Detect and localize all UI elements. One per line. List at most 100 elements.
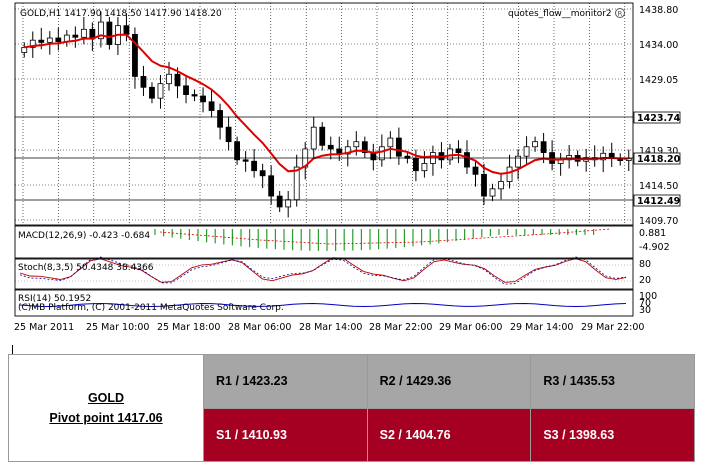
candle-body: [344, 146, 351, 155]
candle-body: [506, 166, 513, 182]
s2-cell: S2 / 1404.76: [366, 407, 532, 462]
candle-body: [55, 37, 62, 43]
candle-body: [378, 146, 385, 161]
candle-body: [183, 85, 189, 95]
candle-body: [225, 126, 232, 143]
candle-body: [157, 83, 164, 99]
s3-cell: S3 / 1398.63: [530, 407, 695, 462]
rsi-tick: 70: [639, 298, 651, 309]
candle-body: [21, 47, 28, 53]
time-label: 28 Mar 14:00: [299, 322, 362, 333]
candle-body: [191, 94, 198, 97]
candle-body: [353, 141, 360, 148]
time-label: 28 Mar 22:00: [369, 322, 432, 333]
text-cursor: [12, 345, 13, 357]
candle-body: [455, 148, 462, 153]
candle-body: [29, 39, 36, 48]
candle-body: [310, 126, 317, 150]
support-row: S1 / 1410.93 S2 / 1404.76 S3 / 1398.63: [9, 407, 695, 462]
r3-cell: R3 / 1435.53: [530, 354, 695, 409]
time-label: 25 Mar 18:00: [157, 322, 220, 333]
price-tick: 1429.05: [639, 75, 678, 86]
upper-level-label: 1423.74: [637, 113, 681, 124]
candle-body: [327, 144, 334, 150]
stoch-signal-line: [19, 256, 627, 285]
price-tick: 1434.00: [639, 40, 678, 51]
r2-cell: R2 / 1429.36: [366, 354, 532, 409]
candle-body: [472, 166, 479, 175]
time-label: 25 Mar 2011: [14, 322, 74, 333]
current-price-box: [633, 152, 681, 165]
candle-body: [600, 152, 607, 161]
candle-body: [498, 181, 504, 190]
candle-body: [293, 166, 300, 201]
pane-frame: [14, 258, 634, 290]
candle-body: [217, 110, 223, 128]
pivot-point: Pivot point 1417.06: [49, 411, 163, 425]
resistance-row: GOLD Pivot point 1417.06 R1 / 1423.23 R2…: [8, 354, 695, 462]
lower-level-label: 1412.49: [637, 196, 680, 207]
candle-body: [174, 73, 181, 87]
candle-body: [464, 152, 470, 168]
price-tick: 1414.50: [639, 181, 678, 192]
candle-body: [540, 141, 547, 153]
candle-body: [242, 159, 249, 162]
rsi-label: RSI(14) 50.1952: [18, 294, 91, 304]
candle-body: [234, 141, 241, 161]
candle-body: [268, 175, 275, 197]
lower-level-box: [633, 194, 681, 207]
price-chart[interactable]: GOLD,H1 1417.90 1418.50 1417.90 1418.20 …: [0, 0, 703, 345]
stoch-main-line: [19, 257, 627, 283]
time-label: 29 Mar 22:00: [581, 322, 644, 333]
asset-cell: GOLD Pivot point 1417.06: [8, 354, 204, 462]
candle-body: [276, 195, 283, 208]
candle-body: [200, 95, 206, 103]
settings-icon[interactable]: R: [615, 8, 625, 19]
candle-body: [481, 173, 487, 197]
candle-body: [166, 73, 172, 85]
candle-body: [412, 157, 419, 172]
candle-body: [123, 25, 130, 35]
chart-background: [0, 0, 703, 345]
candle-body: [523, 146, 530, 157]
pane-frame: [14, 289, 634, 317]
price-tick: 1409.70: [639, 216, 678, 227]
candle-body: [259, 170, 266, 177]
candle-body: [72, 34, 79, 38]
rsi-tick: 100: [639, 291, 657, 302]
candle-body: [106, 21, 113, 45]
macd-signal-line: [159, 228, 611, 245]
candle-body: [208, 101, 215, 111]
candle-body: [421, 163, 428, 172]
stoch-label: Stoch(8,3,5) 50.4348 38.4366: [18, 263, 154, 273]
stoch-tick: 80: [639, 259, 651, 270]
chart-header: GOLD,H1 1417.90 1418.50 1417.90 1418.20: [20, 9, 222, 19]
indicator-name: quotes_flow__monitor2: [508, 9, 612, 19]
pane-frame: [14, 2, 634, 226]
r1-cell: R1 / 1423.23: [203, 354, 368, 409]
candle-body: [395, 137, 402, 157]
price-tick: 1419.30: [639, 146, 678, 157]
price-tick: 1438.80: [639, 5, 678, 16]
horizontal-level-lines: [15, 116, 633, 201]
candle-body: [132, 33, 138, 77]
candle-body: [319, 126, 326, 146]
stoch-tick: 20: [639, 275, 651, 286]
time-label: 28 Mar 06:00: [228, 322, 291, 333]
candle-body: [149, 86, 155, 99]
candle-body: [251, 160, 258, 172]
pivot-table: GOLD Pivot point 1417.06 R1 / 1423.23 R2…: [8, 354, 695, 462]
current-price-label: 1418.20: [637, 154, 681, 165]
pane-borders: [14, 2, 634, 317]
candle-body: [532, 141, 538, 148]
candle-body: [515, 155, 521, 168]
indicator-panes: [15, 228, 633, 308]
copyright-text: (C)MB Platform, (C) 2001-2011 MetaQuotes…: [18, 303, 284, 313]
asset-name: GOLD: [87, 391, 125, 405]
time-label: 29 Mar 06:00: [439, 322, 502, 333]
svg-text:R: R: [618, 10, 623, 18]
candle-body: [361, 141, 368, 153]
candle-body: [387, 137, 394, 148]
upper-level-box: [633, 111, 681, 124]
rsi-line: [19, 302, 627, 308]
